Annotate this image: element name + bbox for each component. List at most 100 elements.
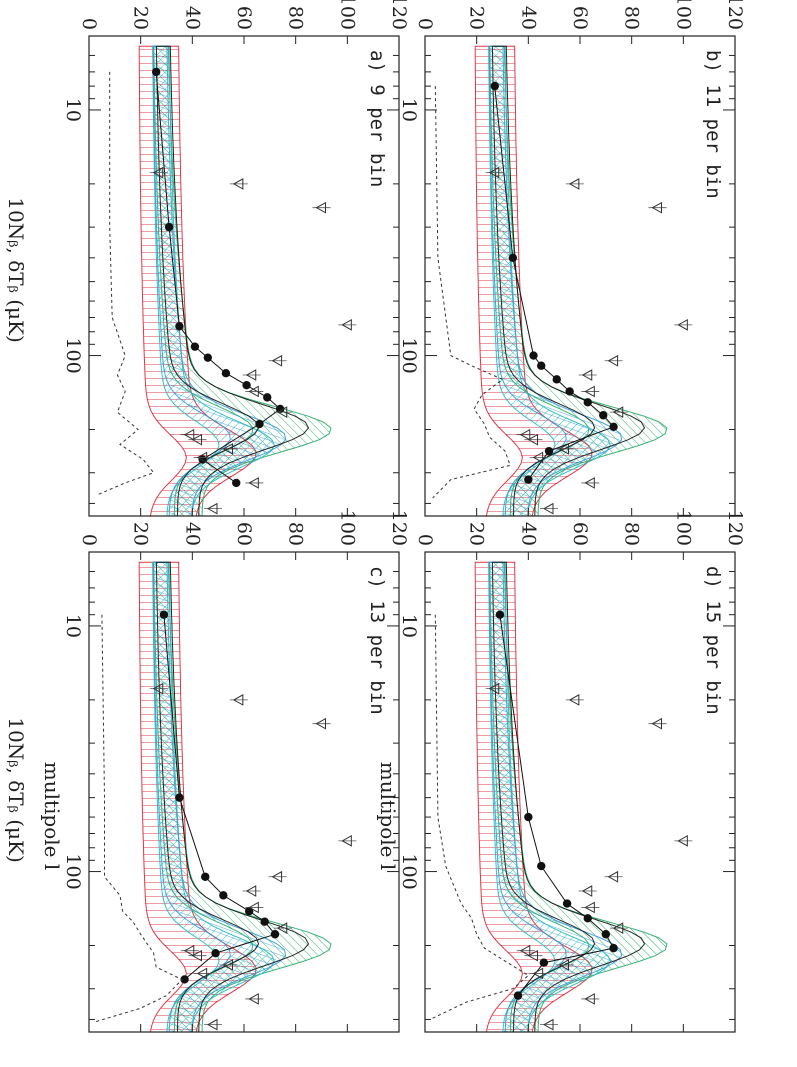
experiment-triangle (527, 949, 538, 962)
data-point (508, 253, 518, 263)
x-tick-label: 100 (398, 853, 420, 889)
experiment-triangle (584, 993, 595, 1005)
y-tick-label: 20 (130, 522, 152, 546)
data-point (524, 475, 533, 484)
y-tick-label: 120 (388, 510, 410, 546)
y-tick-label: 20 (130, 6, 152, 30)
y-tick-label: 60 (233, 522, 255, 546)
panel-b: 0 20 40 60 80 100 120 10 100 b) 11 per bin (398, 0, 746, 517)
data-point (211, 949, 220, 958)
experiment-triangle (341, 319, 352, 331)
x-tick-label: 10 (62, 98, 84, 122)
data-point (175, 322, 184, 331)
data-point (270, 930, 280, 939)
data-point (552, 375, 561, 384)
x-tick-label: 10 (398, 614, 420, 638)
experiment-triangle (542, 502, 554, 515)
experiment-triangle (196, 451, 208, 464)
experiment-triangle (519, 944, 531, 957)
y-tick-label: 20 (466, 522, 488, 546)
data-point (263, 393, 272, 402)
experiment-triangle (651, 717, 662, 730)
experiment-triangle (271, 354, 283, 367)
experiment-triangle (488, 166, 500, 179)
data-point (151, 67, 161, 77)
experiment-triangle (532, 967, 544, 980)
y-tick-label: 40 (517, 6, 539, 30)
experiment-triangle (584, 901, 595, 914)
y-tick-label: 60 (569, 6, 591, 30)
data-point (221, 369, 231, 378)
experiment-triangle (271, 870, 283, 883)
data-point (537, 361, 546, 370)
experiment-triangle (276, 406, 288, 419)
data-point (490, 81, 499, 91)
y-tick-label: 120 (388, 0, 410, 30)
y-tick-label: 120 (724, 510, 746, 546)
experiment-triangle (607, 354, 619, 367)
y-tick-label: 40 (181, 6, 203, 30)
y-tick-label: 40 (517, 522, 539, 546)
data-point (232, 478, 241, 488)
data-point (513, 991, 523, 1000)
experiment-triangle (245, 885, 257, 897)
experiment-triangle (542, 1018, 554, 1031)
y-tick-label: 80 (621, 6, 643, 30)
data-point (537, 861, 546, 871)
data-point (495, 610, 505, 619)
experiment-triangle (248, 901, 259, 914)
plot-area (96, 45, 357, 516)
experiment-triangle (612, 406, 624, 419)
data-point (180, 975, 189, 984)
data-point (524, 812, 533, 822)
black-band (155, 45, 310, 516)
experiment-triangle (152, 166, 164, 179)
experiment-triangle (568, 694, 580, 706)
y-tick-label: 40 (181, 522, 203, 546)
data-point (219, 891, 228, 900)
data-point (599, 411, 608, 420)
data-point (601, 930, 611, 939)
black-band (491, 561, 646, 1032)
data-point (529, 351, 538, 360)
experiment-triangle (248, 993, 259, 1005)
noise-line (94, 614, 183, 1023)
data-point (175, 793, 184, 802)
experiment-triangle (222, 443, 233, 455)
y-tick-label: 100 (336, 0, 358, 30)
y-axis-label-left: 10Nᵦ, δTᵦ (μK) (4, 197, 28, 343)
experiment-triangle (532, 451, 544, 464)
x-tick-label: 100 (62, 337, 84, 373)
experiment-triangle (191, 949, 202, 962)
data-point (203, 353, 213, 362)
x-axis-title: multipole l (376, 762, 400, 871)
x-axis-title: multipole l (40, 762, 64, 871)
experiment-triangle (677, 319, 688, 331)
data-point (562, 899, 572, 908)
panel-label: b) 11 per bin (702, 50, 724, 199)
data-point (565, 387, 574, 396)
x-tick-label: 100 (398, 337, 420, 373)
data-point (190, 342, 200, 351)
experiment-triangle (677, 835, 688, 847)
experiment-triangle (196, 967, 208, 980)
y-tick-label: 80 (285, 6, 307, 30)
experiment-triangle (248, 385, 259, 398)
plot-area (429, 561, 693, 1032)
x-tick-label: 10 (398, 98, 420, 122)
experiment-triangle (558, 959, 569, 971)
plot-area (94, 561, 357, 1032)
experiment-triangle (519, 428, 531, 441)
data-point (583, 914, 592, 923)
y-tick-label: 60 (569, 522, 591, 546)
experiment-triangle (276, 922, 288, 935)
experiment-triangle (651, 201, 662, 214)
data-point (159, 610, 169, 619)
x-tick-label: 100 (62, 853, 84, 889)
data-point (244, 906, 254, 916)
experiment-triangle (152, 682, 164, 695)
